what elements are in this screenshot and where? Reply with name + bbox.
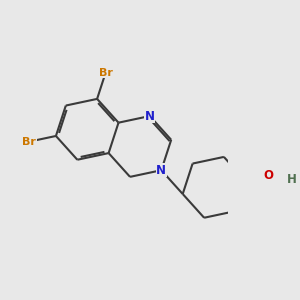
Text: N: N [156, 164, 166, 177]
Text: O: O [264, 169, 274, 182]
Text: N: N [145, 110, 155, 122]
Text: H: H [287, 172, 297, 186]
Text: Br: Br [22, 136, 36, 147]
Text: Br: Br [99, 68, 112, 78]
